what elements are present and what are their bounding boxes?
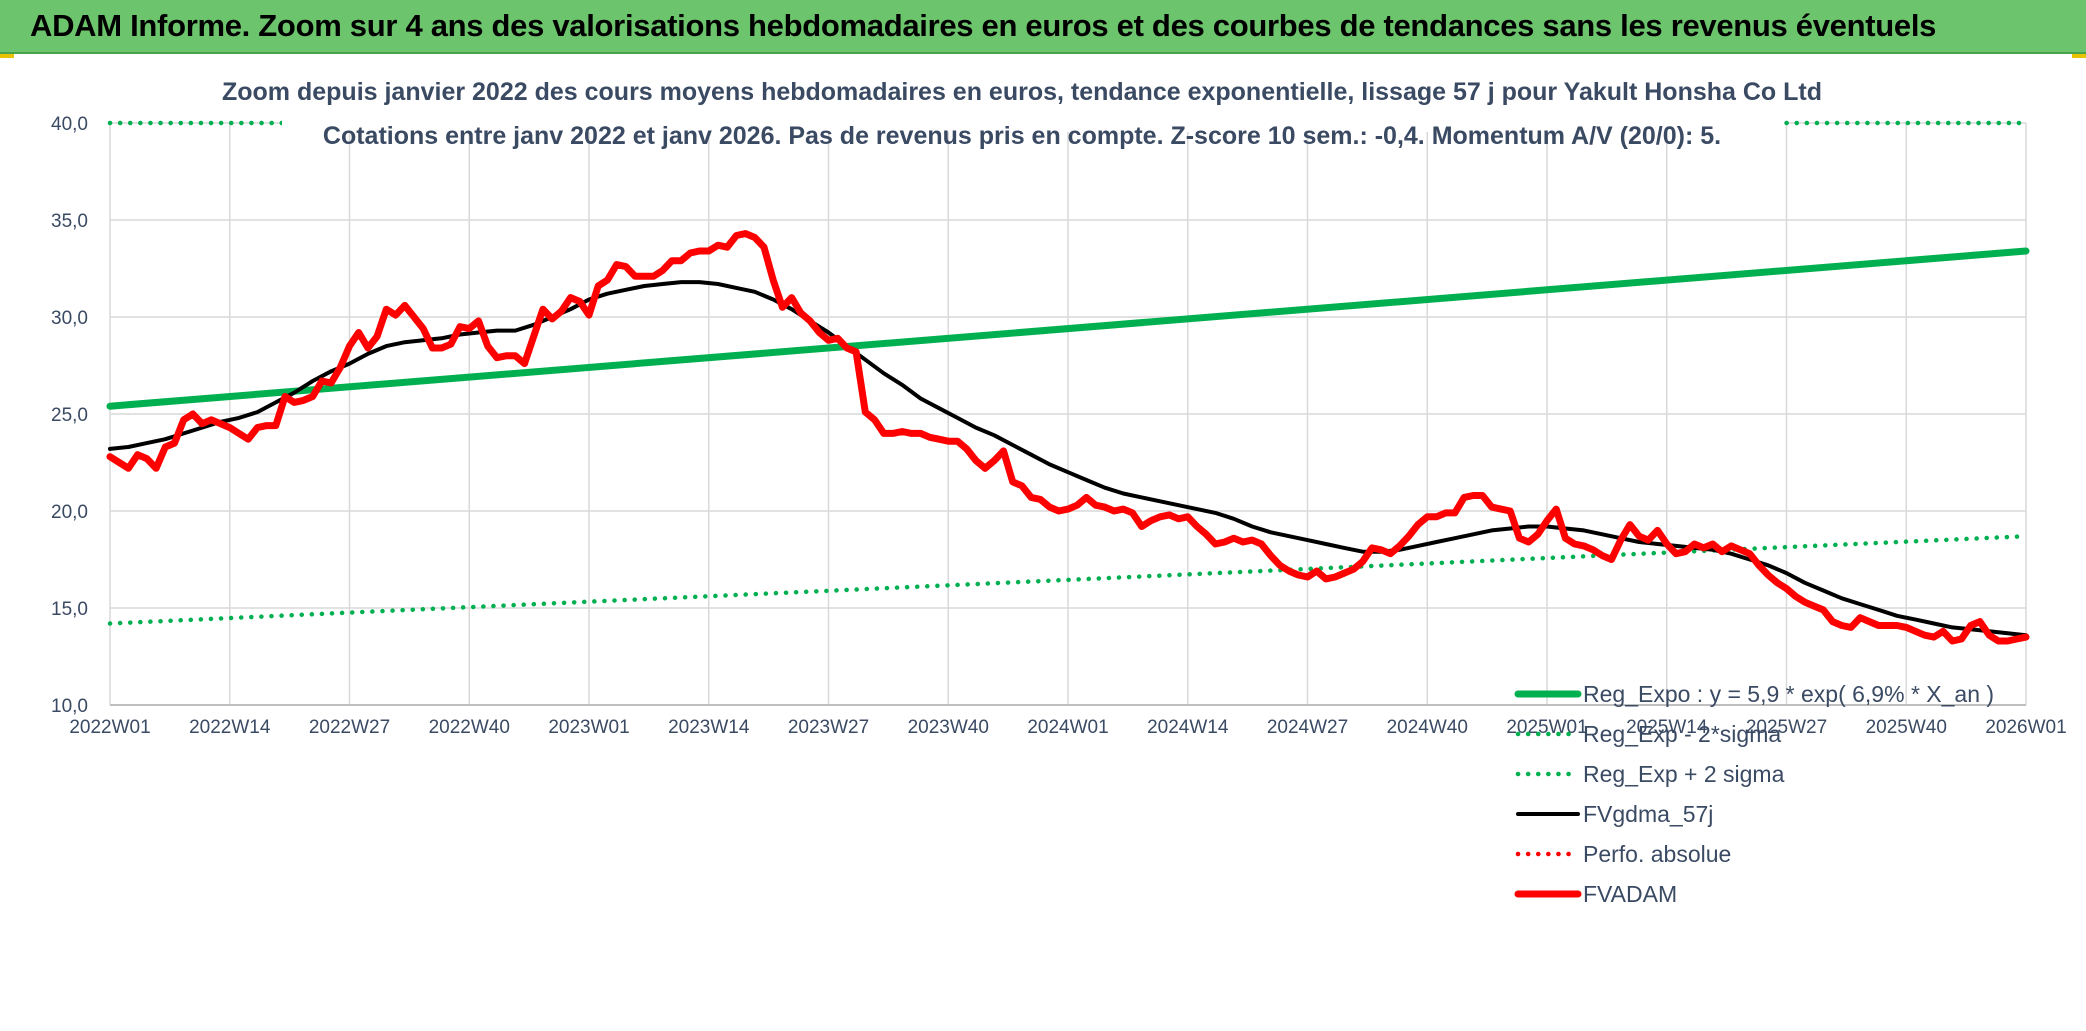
x-tick-label: 2025W14 bbox=[1626, 717, 1708, 738]
banner-accent-right bbox=[2072, 54, 2086, 58]
legend-label: FVADAM bbox=[1583, 881, 1677, 907]
x-tick-label: 2024W40 bbox=[1387, 717, 1468, 738]
y-tick-label: 30,0 bbox=[51, 308, 88, 329]
x-tick-label: 2022W27 bbox=[309, 717, 390, 738]
x-tick-label: 2023W27 bbox=[788, 717, 869, 738]
y-tick-label: 15,0 bbox=[51, 599, 88, 620]
series-line-1 bbox=[107, 533, 2029, 626]
x-tick-label: 2023W01 bbox=[548, 717, 629, 738]
x-tick-label: 2026W01 bbox=[1985, 717, 2066, 738]
series-line-0 bbox=[106, 247, 2030, 410]
title-backdrop bbox=[282, 58, 1784, 132]
x-tick-label: 2025W27 bbox=[1746, 717, 1827, 738]
series-line-5 bbox=[106, 230, 2030, 645]
x-tick-label: 2024W27 bbox=[1267, 717, 1348, 738]
y-tick-label: 35,0 bbox=[51, 211, 88, 232]
grid bbox=[109, 122, 2027, 706]
report-banner: ADAM Informe. Zoom sur 4 ans des valoris… bbox=[0, 0, 2086, 54]
legend-label: Reg_Expo : y = 5,9 * exp( 6,9% * X_an ) bbox=[1583, 681, 1994, 707]
x-tick-label: 2022W14 bbox=[189, 717, 271, 738]
x-tick-label: 2025W40 bbox=[1866, 717, 1947, 738]
legend-label: Reg_Exp + 2 sigma bbox=[1583, 761, 1785, 787]
legend-label: Perfo. absolue bbox=[1583, 841, 1731, 867]
legend: Reg_Expo : y = 5,9 * exp( 6,9% * X_an ) R… bbox=[1514, 681, 1994, 907]
chart-title: Zoom depuis janvier 2022 des cours moyen… bbox=[222, 78, 1822, 106]
chart-frame: 10,0 15,0 20,0 25,0 30,0 35,0 40,0 2022W01 2022W… bbox=[0, 54, 2086, 1031]
x-tick-label: 2024W14 bbox=[1147, 717, 1229, 738]
x-tick-label: 2023W14 bbox=[668, 717, 750, 738]
chart-titles: Zoom depuis janvier 2022 des cours moyen… bbox=[222, 58, 1822, 150]
y-tick-label: 40,0 bbox=[51, 114, 88, 135]
banner-accent-left bbox=[0, 54, 14, 58]
y-tick-label: 25,0 bbox=[51, 405, 88, 426]
legend-label: Reg_Exp - 2*sigma bbox=[1583, 721, 1781, 747]
y-tick-label: 20,0 bbox=[51, 502, 88, 523]
x-tick-label: 2023W40 bbox=[908, 717, 989, 738]
x-tick-label: 2022W40 bbox=[429, 717, 510, 738]
legend-label: FVgdma_57j bbox=[1583, 801, 1713, 827]
x-tick-label: 2024W01 bbox=[1027, 717, 1108, 738]
chart-subtitle: Cotations entre janv 2022 et janv 2026. … bbox=[323, 122, 1721, 150]
axes: 10,0 15,0 20,0 25,0 30,0 35,0 40,0 2022W01 2022W… bbox=[51, 114, 2067, 738]
line-chart: 10,0 15,0 20,0 25,0 30,0 35,0 40,0 2022W01 2022W… bbox=[51, 58, 2067, 907]
report-title: ADAM Informe. Zoom sur 4 ans des valoris… bbox=[30, 8, 1937, 43]
y-tick-label: 10,0 bbox=[51, 696, 88, 717]
x-tick-label: 2022W01 bbox=[69, 717, 150, 738]
